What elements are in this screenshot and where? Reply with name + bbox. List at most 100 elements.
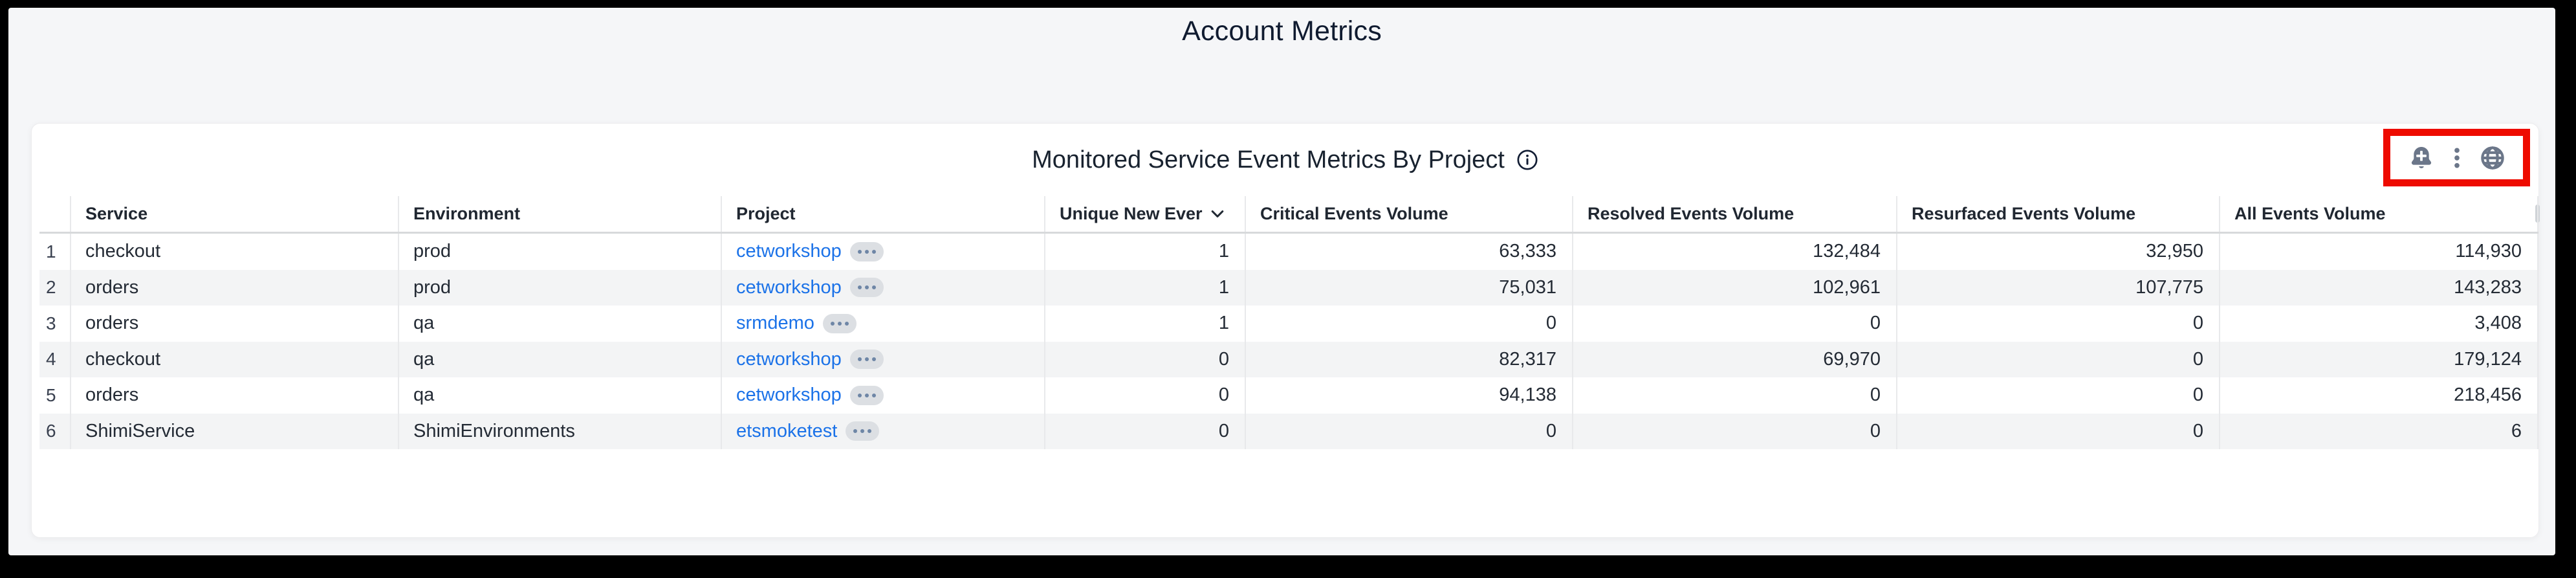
table-cell-environment: prod (398, 269, 721, 306)
ellipsis-dot (860, 429, 865, 434)
table-cell-resurfaced-events-volume: 0 (1896, 413, 2219, 449)
table-cell-resurfaced-events-volume: 0 (1896, 341, 2219, 377)
project-link[interactable]: srmdemo (736, 313, 814, 334)
table-cell-resolved-events-volume: 132,484 (1572, 234, 1896, 270)
ellipsis-dot (871, 249, 876, 254)
column-header-label: Environment (413, 204, 521, 223)
table-cell-project: cetworkshop (721, 341, 1044, 377)
sort-desc-icon (1211, 210, 1223, 217)
table-cell-resolved-events-volume: 0 (1572, 377, 1896, 414)
ellipsis-dot (864, 357, 869, 362)
table-cell-unique-new-ever: 1 (1044, 234, 1245, 270)
ellipsis-dot (857, 285, 862, 290)
column-header-service[interactable]: Service (70, 196, 398, 232)
table-cell-project: srmdemo (721, 306, 1044, 342)
dashboard-page: Account Metrics Monitored Service Event … (8, 8, 2555, 555)
data-links-pill[interactable] (849, 241, 884, 261)
table-cell-service: checkout (70, 234, 398, 270)
table-cell-resurfaced-events-volume: 107,775 (1896, 269, 2219, 306)
ellipsis-dot (837, 321, 842, 326)
ellipsis-dot (830, 321, 835, 326)
table-cell-environment: ShimiEnvironments (398, 413, 721, 449)
table-cell-unique-new-ever: 1 (1044, 269, 1245, 306)
ellipsis-dot (857, 357, 862, 362)
row-number-cell: 3 (46, 313, 56, 333)
table-cell-project: cetworkshop (721, 234, 1044, 270)
data-links-pill[interactable] (822, 313, 857, 333)
page-title: Account Metrics (1182, 16, 1382, 47)
table-cell-service: checkout (70, 341, 398, 377)
row-number-cell: 1 (46, 241, 56, 261)
data-links-pill[interactable] (849, 385, 884, 405)
column-header-label: Resurfaced Events Volume (1912, 204, 2136, 223)
column-header-label: Resolved Events Volume (1588, 204, 1795, 223)
table-cell-all-events-volume: 143,283 (2219, 269, 2538, 306)
table-row: 1 checkout prod cetworkshop 1 63,333 132,484 32… (39, 234, 2538, 270)
ellipsis-dot (853, 429, 858, 434)
table-cell-resolved-events-volume: 0 (1572, 413, 1896, 449)
column-header-label: Critical Events Volume (1260, 204, 1448, 223)
table-cell-environment: prod (398, 234, 721, 270)
column-header-resolved-events-volume[interactable]: Resolved Events Volume (1572, 196, 1896, 232)
ellipsis-dot (864, 393, 869, 397)
table-cell-critical-events-volume: 0 (1245, 306, 1572, 342)
ellipsis-dot (864, 249, 869, 254)
highlight-box (2383, 129, 2530, 186)
row-number-cell: 2 (46, 277, 56, 298)
ellipsis-dot (871, 393, 876, 397)
column-header-all-events-volume[interactable]: All Events Volume (2219, 196, 2538, 232)
data-links-pill[interactable] (846, 421, 880, 441)
table-header-row: Service Environment Project Unique New Ever… (39, 196, 2538, 234)
row-number-cell: 4 (46, 349, 56, 370)
table-row: 4 checkout qa cetworkshop 0 82,317 69,970 0 179,… (39, 341, 2538, 377)
column-header-environment[interactable]: Environment (398, 196, 721, 232)
table-cell-service: orders (70, 306, 398, 342)
table-cell-critical-events-volume: 75,031 (1245, 269, 1572, 306)
table-row: 2 orders prod cetworkshop 1 75,031 102,961 107,… (39, 269, 2538, 306)
project-link[interactable]: cetworkshop (736, 348, 842, 370)
table-cell-environment: qa (398, 377, 721, 414)
row-number-cell: 5 (46, 384, 56, 405)
table-cell-critical-events-volume: 0 (1245, 413, 1572, 449)
column-header-label: Service (85, 204, 148, 223)
column-header-critical-events-volume[interactable]: Critical Events Volume (1245, 196, 1572, 232)
table-cell-resolved-events-volume: 69,970 (1572, 341, 1896, 377)
table-row: 5 orders qa cetworkshop 0 94,138 0 0 218,456 (39, 377, 2538, 414)
table-cell-service: orders (70, 269, 398, 306)
table-cell-critical-events-volume: 94,138 (1245, 377, 1572, 414)
column-header-label: All Events Volume (2234, 204, 2386, 223)
project-link[interactable]: cetworkshop (736, 241, 842, 262)
ellipsis-dot (857, 249, 862, 254)
project-link[interactable]: etsmoketest (736, 420, 838, 441)
column-header-unique-new-ever[interactable]: Unique New Ever (1044, 196, 1245, 232)
table-cell-critical-events-volume: 63,333 (1245, 234, 1572, 270)
table-cell-project: cetworkshop (721, 269, 1044, 306)
bell-plus-icon[interactable] (2408, 145, 2434, 171)
table-cell-service: ShimiService (70, 413, 398, 449)
table-cell-all-events-volume: 179,124 (2219, 341, 2538, 377)
data-links-pill[interactable] (849, 278, 884, 298)
kebab-menu-icon[interactable] (2451, 145, 2463, 171)
table-cell-environment: qa (398, 341, 721, 377)
column-header-label: Unique New Ever (1060, 204, 1203, 223)
row-number-header (39, 196, 70, 232)
table-row: 6 ShimiService ShimiEnvironments etsmoketes… (39, 413, 2538, 449)
table-cell-all-events-volume: 218,456 (2219, 377, 2538, 414)
table-cell-resurfaced-events-volume: 0 (1896, 306, 2219, 342)
info-icon[interactable] (1516, 149, 1538, 171)
table-cell-unique-new-ever: 0 (1044, 413, 1245, 449)
table-cell-all-events-volume: 3,408 (2219, 306, 2538, 342)
panel-title: Monitored Service Event Metrics By Proje… (1032, 146, 1505, 173)
table-cell-service: orders (70, 377, 398, 414)
project-link[interactable]: cetworkshop (736, 384, 842, 406)
table-cell-unique-new-ever: 1 (1044, 306, 1245, 342)
column-header-resurfaced-events-volume[interactable]: Resurfaced Events Volume (1896, 196, 2219, 232)
column-header-project[interactable]: Project (721, 196, 1044, 232)
globe-icon[interactable] (2480, 145, 2505, 171)
data-links-pill[interactable] (849, 350, 884, 370)
table-cell-unique-new-ever: 0 (1044, 341, 1245, 377)
project-link[interactable]: cetworkshop (736, 276, 842, 298)
ellipsis-dot (864, 285, 869, 290)
row-number-cell: 6 (46, 421, 56, 441)
